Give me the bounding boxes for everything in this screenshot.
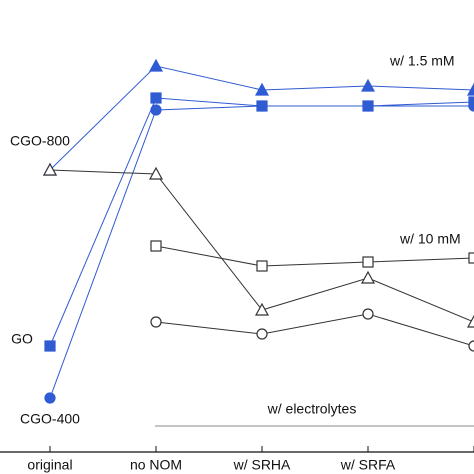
annotation: CGO-400 bbox=[20, 411, 80, 427]
marker bbox=[362, 100, 374, 112]
marker bbox=[42, 162, 58, 176]
marker bbox=[150, 92, 162, 104]
marker bbox=[468, 252, 474, 264]
x-tick-label: no NOM bbox=[130, 457, 182, 473]
annotation: w/ 10 mM bbox=[399, 231, 461, 247]
marker bbox=[362, 308, 374, 320]
x-tick-label: w/ SRFA bbox=[340, 457, 396, 473]
marker bbox=[468, 340, 474, 352]
marker bbox=[44, 340, 56, 352]
marker bbox=[254, 302, 270, 316]
marker bbox=[256, 260, 268, 272]
marker bbox=[468, 100, 474, 112]
marker bbox=[362, 256, 374, 268]
marker bbox=[256, 328, 268, 340]
marker bbox=[150, 316, 162, 328]
annotation: w/ electrolytes bbox=[267, 401, 357, 417]
marker bbox=[44, 392, 56, 404]
marker bbox=[360, 270, 376, 284]
marker bbox=[148, 166, 164, 180]
marker bbox=[256, 100, 268, 112]
series-line bbox=[49, 105, 474, 399]
series-line bbox=[49, 65, 474, 171]
x-tick-label: w/ SRHA bbox=[233, 457, 291, 473]
annotation: GO bbox=[11, 331, 33, 347]
marker bbox=[254, 82, 270, 96]
marker bbox=[360, 78, 376, 92]
annotation: w/ 1.5 mM bbox=[389, 53, 455, 69]
x-tick-label: original bbox=[27, 457, 72, 473]
annotation: CGO-800 bbox=[10, 133, 70, 149]
marker bbox=[466, 82, 474, 96]
series-line bbox=[155, 313, 474, 347]
marker bbox=[150, 240, 162, 252]
marker bbox=[466, 314, 474, 328]
marker bbox=[150, 104, 162, 116]
marker bbox=[148, 58, 164, 72]
series-line bbox=[155, 245, 474, 267]
